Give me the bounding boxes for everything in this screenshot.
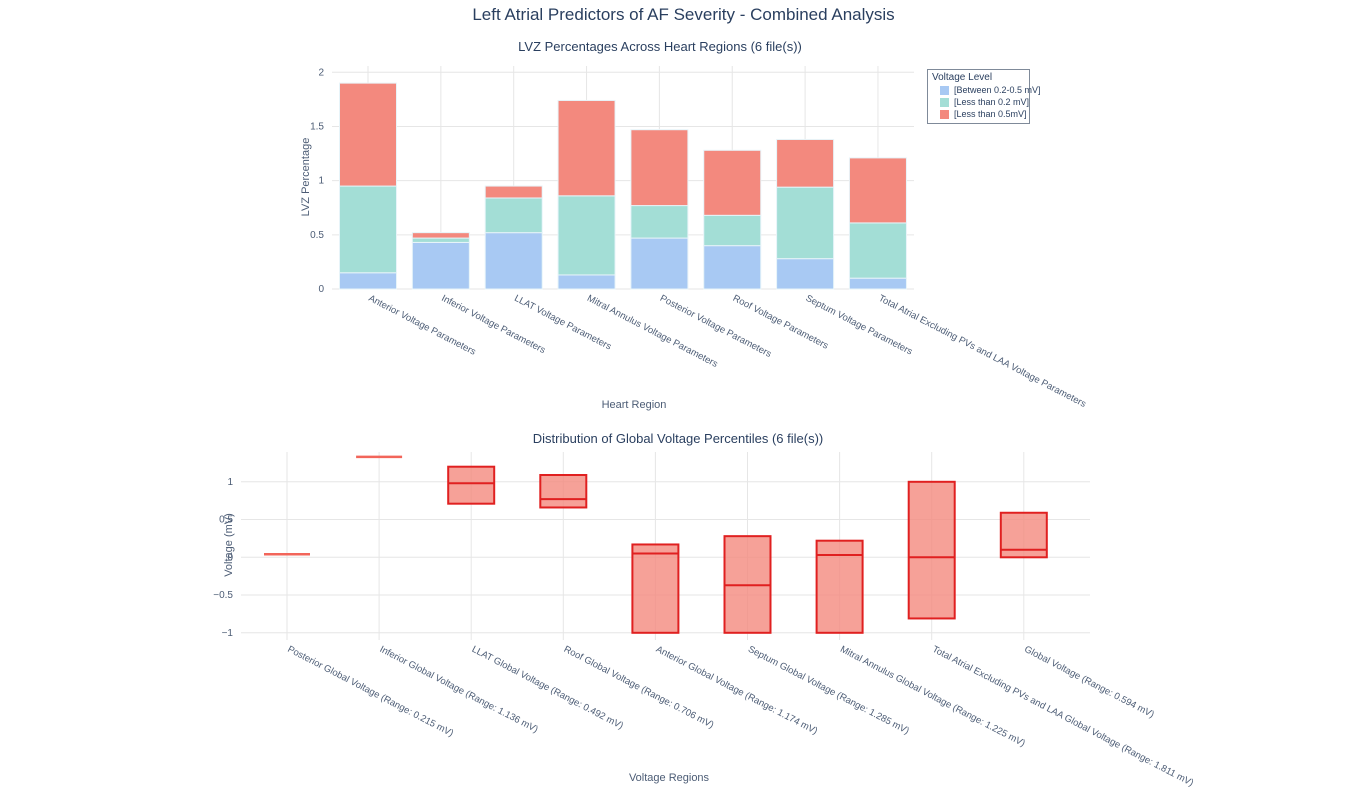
bar-segment[interactable]: [339, 82, 397, 187]
bar-segment[interactable]: [484, 197, 543, 234]
x-category-label: Mitral Annulus Voltage Parameters: [585, 293, 720, 370]
bar-segment[interactable]: [484, 185, 543, 199]
box[interactable]: [907, 480, 956, 620]
y-tick-label: 1: [318, 176, 324, 187]
y-tick-label: −0.5: [213, 590, 233, 601]
x-category-label: Inferior Global Voltage (Range: 1.136 mV…: [378, 644, 540, 735]
bar-segment[interactable]: [557, 195, 616, 276]
y-tick-label: 1.5: [310, 121, 324, 132]
voltage-chart-title: Distribution of Global Voltage Percentil…: [532, 431, 824, 446]
bar-segment[interactable]: [339, 272, 397, 290]
bar-segment[interactable]: [339, 185, 397, 274]
x-category-label: LLAT Global Voltage (Range: 0.492 mV): [470, 644, 625, 732]
legend-swatch: [940, 97, 949, 107]
legend-label: [Between 0.2-0.5 mV]: [954, 85, 1041, 95]
y-tick-label: −1: [222, 628, 234, 639]
bar-segment[interactable]: [776, 186, 835, 260]
voltage-level-legend: Voltage Level [Between 0.2-0.5 mV] [Less …: [927, 69, 1041, 124]
bar-segment[interactable]: [703, 149, 762, 216]
bar-segment[interactable]: [848, 222, 907, 279]
bar-segment[interactable]: [848, 277, 907, 290]
bar-segment[interactable]: [411, 241, 470, 290]
lvz-chart-title: LVZ Percentages Across Heart Regions (6 …: [518, 39, 802, 54]
y-tick-label: 0.5: [310, 230, 324, 241]
bar-segment[interactable]: [703, 214, 762, 247]
bar-segment[interactable]: [630, 129, 689, 207]
box[interactable]: [447, 465, 496, 505]
bar-segment[interactable]: [776, 138, 835, 188]
voltage-percentile-box-chart: −1 −0.5 0 0.5 1 Posterior Global Voltage (Ran…: [213, 452, 1195, 789]
lvz-x-axis-title: Heart Region: [601, 399, 667, 411]
bar-segment[interactable]: [630, 237, 689, 290]
bar-segment[interactable]: [484, 232, 543, 290]
y-tick-label: 0.5: [219, 515, 233, 526]
x-category-label: Septum Global Voltage (Range: 1.285 mV): [746, 644, 911, 737]
bar-segment[interactable]: [776, 258, 835, 290]
legend-label: [Less than 0.5mV]: [954, 109, 1027, 119]
lvz-y-axis-title: LVZ Percentage: [300, 137, 312, 217]
legend-swatch: [940, 109, 949, 119]
y-tick-label: 1: [227, 477, 233, 488]
legend-label: [Less than 0.2 mV]: [954, 97, 1030, 107]
bar-segment[interactable]: [411, 232, 470, 239]
voltage-y-axis-title: Voltage (mV): [223, 513, 235, 577]
box[interactable]: [631, 543, 680, 634]
y-tick-label: 2: [318, 67, 324, 78]
bar-segment[interactable]: [703, 245, 762, 290]
legend-title: Voltage Level: [932, 72, 993, 83]
bar-segment[interactable]: [557, 274, 616, 290]
box[interactable]: [815, 539, 864, 634]
legend-swatch: [940, 85, 949, 95]
box[interactable]: [539, 474, 588, 509]
x-category-label: Posterior Global Voltage (Range: 0.215 m…: [286, 644, 455, 739]
bar-segment[interactable]: [630, 205, 689, 239]
voltage-x-axis-title: Voltage Regions: [628, 772, 710, 784]
bar-segment[interactable]: [411, 237, 470, 243]
x-category-label: Mitral Annulus Global Voltage (Range: 1.…: [838, 644, 1027, 749]
x-category-label: Roof Global Voltage (Range: 0.706 mV): [562, 644, 716, 731]
y-tick-label: 0: [318, 284, 324, 295]
y-tick-label: 0: [227, 552, 233, 563]
main-title: Left Atrial Predictors of AF Severity - …: [472, 5, 895, 24]
legend-item[interactable]: [Less than 0.2 mV]: [932, 96, 1029, 108]
bar-segment[interactable]: [557, 99, 616, 197]
legend-item[interactable]: [Between 0.2-0.5 mV]: [932, 84, 1041, 96]
legend-item[interactable]: [Less than 0.5mV]: [932, 108, 1027, 120]
bar-segment[interactable]: [848, 157, 907, 224]
x-category-label: Anterior Global Voltage (Range: 1.174 mV…: [654, 644, 819, 737]
